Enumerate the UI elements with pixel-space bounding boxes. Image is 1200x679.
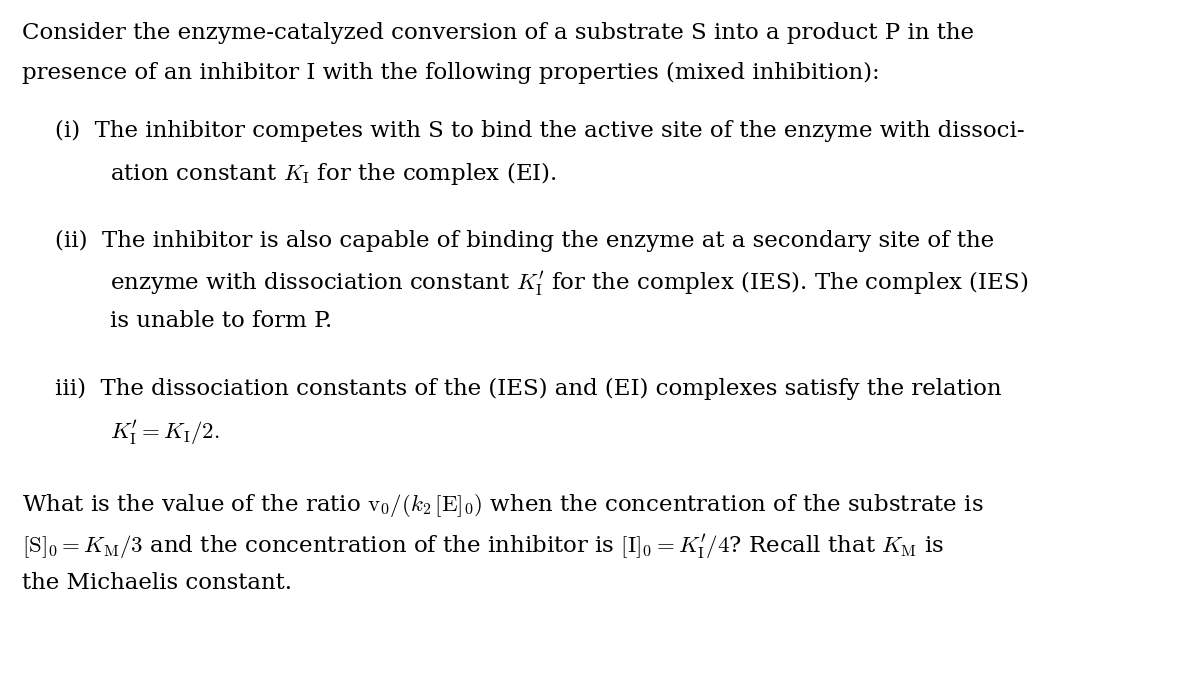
Text: (ii)  The inhibitor is also capable of binding the enzyme at a secondary site of: (ii) The inhibitor is also capable of bi… — [55, 230, 994, 252]
Text: is unable to form P.: is unable to form P. — [110, 310, 332, 332]
Text: enzyme with dissociation constant $K_\mathrm{I}^{\prime}$ for the complex (IES).: enzyme with dissociation constant $K_\ma… — [110, 270, 1028, 298]
Text: iii)  The dissociation constants of the (IES) and (EI) complexes satisfy the rel: iii) The dissociation constants of the (… — [55, 378, 1002, 400]
Text: (i)  The inhibitor competes with S to bind the active site of the enzyme with di: (i) The inhibitor competes with S to bin… — [55, 120, 1025, 142]
Text: What is the value of the ratio $\mathrm{v}_0/(k_2\,[\mathrm{E}]_0)$ when the con: What is the value of the ratio $\mathrm{… — [22, 492, 984, 519]
Text: $K_\mathrm{I}^{\prime} = K_\mathrm{I}/2.$: $K_\mathrm{I}^{\prime} = K_\mathrm{I}/2.… — [110, 418, 220, 447]
Text: $[\mathrm{S}]_0 = K_\mathrm{M}/3$ and the concentration of the inhibitor is $[\m: $[\mathrm{S}]_0 = K_\mathrm{M}/3$ and th… — [22, 532, 944, 561]
Text: presence of an inhibitor I with the following properties (mixed inhibition):: presence of an inhibitor I with the foll… — [22, 62, 880, 84]
Text: Consider the enzyme-catalyzed conversion of a substrate S into a product P in th: Consider the enzyme-catalyzed conversion… — [22, 22, 974, 44]
Text: the Michaelis constant.: the Michaelis constant. — [22, 572, 292, 594]
Text: ation constant $K_\mathrm{I}$ for the complex (EI).: ation constant $K_\mathrm{I}$ for the co… — [110, 160, 557, 187]
